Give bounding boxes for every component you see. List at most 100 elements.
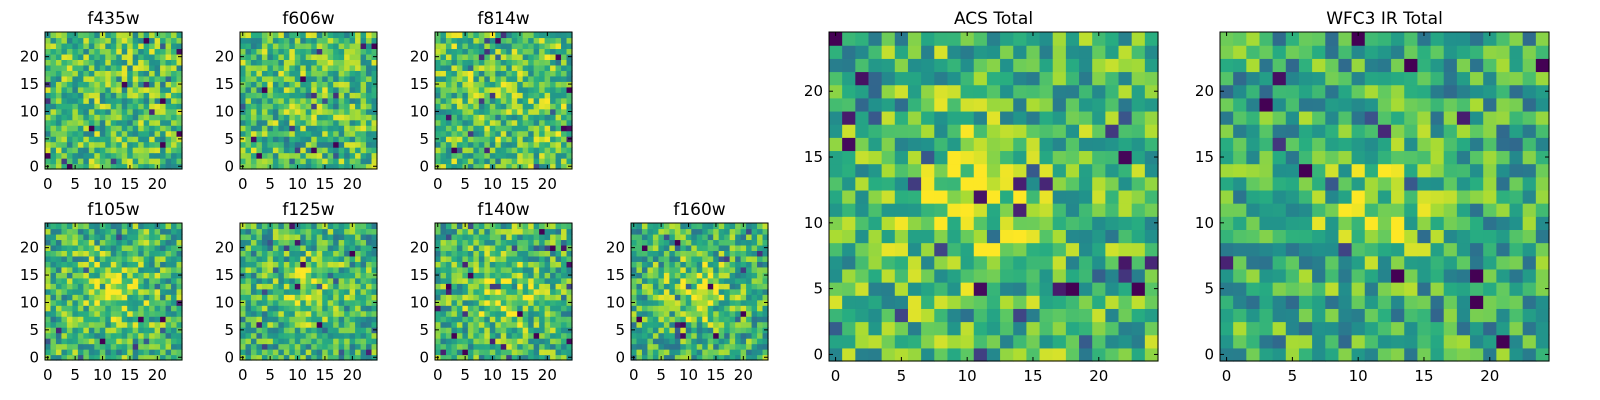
heatmap-cell [127,228,134,235]
heatmap-cell [132,97,139,104]
heatmap-cell [735,255,742,262]
heatmap-cell [360,261,367,268]
heatmap-cell [473,332,480,339]
heatmap-cell [349,86,356,93]
heatmap-cell [83,228,90,235]
heatmap-cell [680,233,687,241]
heatmap-cell [495,332,502,339]
heatmap-cell [451,294,458,301]
heatmap-cell [83,70,90,77]
heatmap-cell [245,108,252,115]
heatmap-cell [110,64,117,71]
heatmap-cell [66,261,73,268]
heatmap-cell [61,299,68,306]
heatmap-cell [366,332,373,339]
heatmap-cell [105,86,112,93]
heatmap-cell [511,152,518,159]
heatmap-cell [110,103,117,110]
x-tick-label: 15 [510,366,529,384]
heatmap-cell [283,141,290,148]
heatmap-cell [517,141,524,148]
heatmap-cell [495,163,502,170]
heatmap-cell [757,277,764,284]
heatmap-cell [451,141,458,148]
heatmap-cell [663,233,670,241]
heatmap-cell [121,310,128,317]
heatmap-cell [702,283,709,290]
heatmap-cell [171,81,178,88]
heatmap-cell [305,255,312,262]
heatmap-cell [165,163,172,170]
heatmap-cell [55,53,63,60]
heatmap-cell [105,327,112,334]
heatmap-cell [702,272,709,279]
heatmap-cell [544,53,551,60]
heatmap-cell [55,81,63,88]
heatmap-cell [506,152,513,159]
heatmap-cell [250,261,258,268]
heatmap-cell [333,37,340,44]
heatmap-cell [138,59,145,66]
heatmap-cell [506,97,513,104]
heatmap-cell [495,233,502,241]
heatmap-cell [165,283,172,290]
heatmap-cell [256,92,263,99]
heatmap-cell [729,310,736,317]
axes-frame [44,222,183,361]
heatmap-cell [72,86,79,93]
heatmap-cell [50,59,57,66]
heatmap-cell [132,42,139,50]
heatmap-cell [663,294,670,301]
heatmap-cell [300,223,307,230]
heatmap-cell [143,310,150,317]
heatmap-cell [746,327,753,334]
heatmap-cell [94,354,101,361]
heatmap-cell [669,244,676,251]
heatmap-cell [66,272,73,279]
heatmap-cell [305,141,312,148]
heatmap-cell [680,327,687,334]
heatmap-cell [311,81,318,88]
heatmap-cell [724,349,731,356]
heatmap-cell [1026,334,1041,349]
heatmap-cell [160,244,167,251]
heatmap-cell [680,244,687,251]
heatmap-cell [45,277,52,284]
heatmap-cell [338,114,345,121]
heatmap-cell [636,343,643,350]
heatmap-cell [45,228,52,235]
heatmap-cell [50,163,57,170]
heatmap-cell [757,321,764,328]
heatmap-cell [435,75,442,82]
heatmap-cell [467,228,474,235]
heatmap-cell [435,294,442,301]
heatmap-cell [652,266,659,273]
heatmap-cell [143,354,150,361]
heatmap-cell [344,321,351,328]
heatmap-cell [88,261,95,268]
heatmap-cell [72,283,79,290]
heatmap-cell [685,233,692,241]
heatmap-cell [283,327,290,334]
heatmap-cell [322,228,329,235]
heatmap-cell [66,316,73,323]
heatmap-cell [77,125,84,132]
heatmap-cell [489,64,496,71]
heatmap-cell [110,316,117,323]
heatmap-cell [105,332,112,339]
heatmap-cell [445,332,453,339]
heatmap-cell [484,48,491,55]
heatmap-cell [495,141,502,148]
heatmap-cell [986,189,1001,204]
heatmap-cell [66,223,73,230]
heatmap-cell [355,92,362,99]
heatmap-cell [735,223,742,230]
heatmap-cell [344,136,351,143]
heatmap-cell [495,283,502,290]
heatmap-cell [829,334,843,349]
heatmap-cell [50,343,57,350]
heatmap-cell [544,147,551,154]
heatmap-cell [294,305,301,312]
heatmap-cell [344,163,351,170]
heatmap-cell [685,305,692,312]
